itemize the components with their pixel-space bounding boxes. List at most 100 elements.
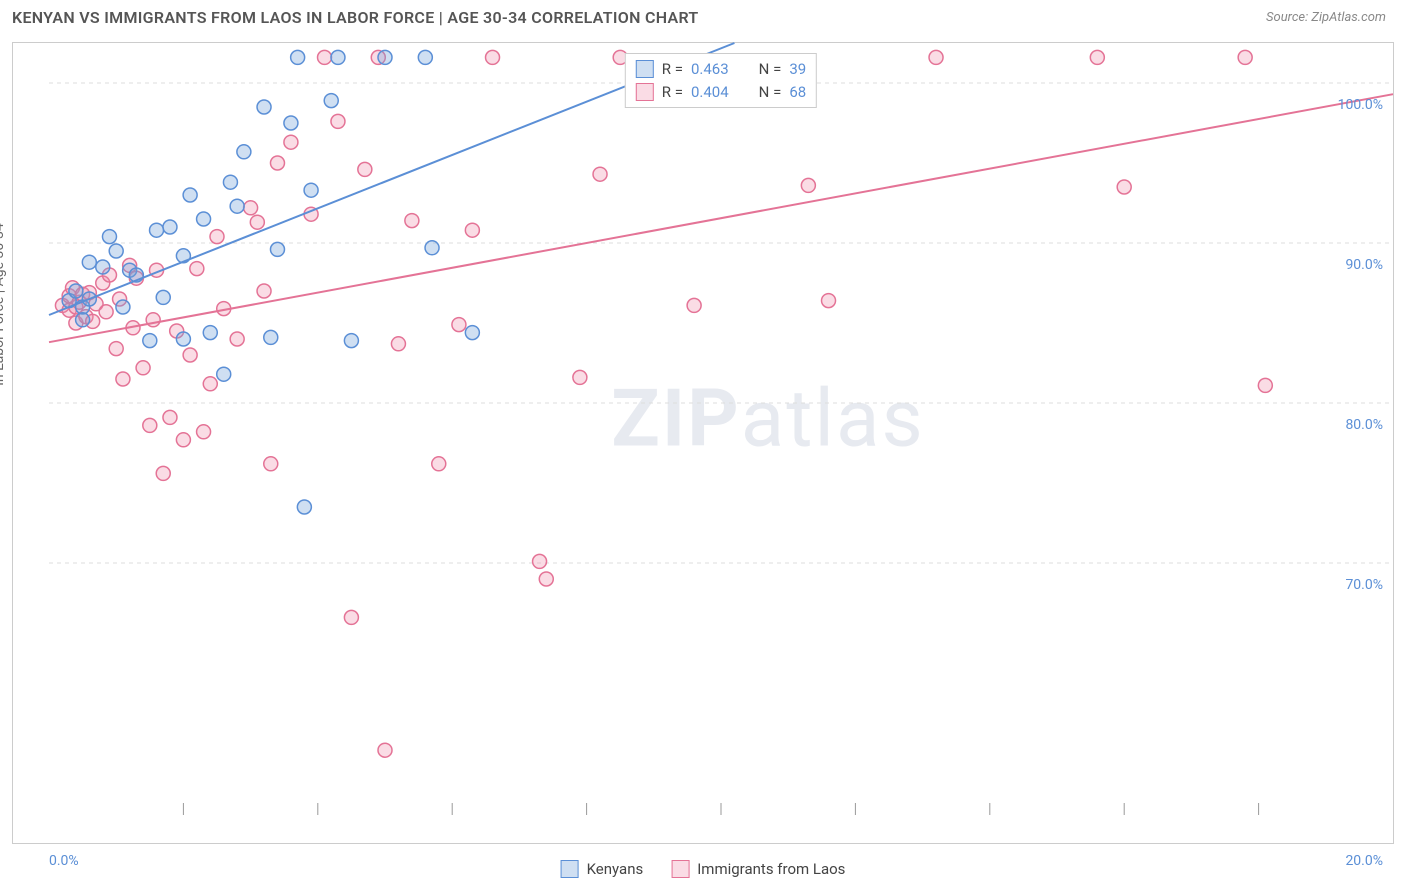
data-point <box>230 332 244 346</box>
data-point <box>1117 180 1131 194</box>
chart-title: KENYAN VS IMMIGRANTS FROM LAOS IN LABOR … <box>12 8 699 27</box>
data-point <box>264 457 278 471</box>
data-point <box>163 410 177 424</box>
y-tick-label: 90.0% <box>1345 257 1383 273</box>
data-point <box>687 298 701 312</box>
r-label: R = <box>662 58 683 81</box>
data-point <box>1258 378 1272 392</box>
n-value-laos: 68 <box>789 81 806 104</box>
data-point <box>284 135 298 149</box>
data-point <box>344 610 358 624</box>
data-point <box>76 313 90 327</box>
data-point <box>358 162 372 176</box>
data-point <box>223 175 237 189</box>
data-point <box>116 372 130 386</box>
chart-container: In Labor Force | Age 30-34 ZIPatlas R = … <box>12 42 1394 844</box>
n-label: N = <box>759 58 782 81</box>
data-point <box>69 284 83 298</box>
legend-row-laos: R = 0.404 N = 68 <box>636 81 806 104</box>
data-point <box>418 50 432 64</box>
data-point <box>344 334 358 348</box>
data-point <box>96 260 110 274</box>
data-point <box>539 572 553 586</box>
data-point <box>257 100 271 114</box>
data-point <box>230 199 244 213</box>
data-point <box>822 294 836 308</box>
n-value-kenyans: 39 <box>789 58 806 81</box>
swatch-laos-icon <box>671 860 689 878</box>
y-tick-label: 80.0% <box>1345 417 1383 433</box>
data-point <box>102 230 116 244</box>
data-point <box>250 215 264 229</box>
data-point <box>150 223 164 237</box>
trend-line <box>49 94 1393 342</box>
data-point <box>405 214 419 228</box>
swatch-laos-icon <box>636 83 654 101</box>
legend-item-laos: Immigrants from Laos <box>671 860 845 878</box>
y-axis-title: In Labor Force | Age 30-34 <box>0 223 7 386</box>
data-point <box>391 337 405 351</box>
data-point <box>183 188 197 202</box>
data-point <box>136 361 150 375</box>
data-point <box>143 418 157 432</box>
legend-row-kenyans: R = 0.463 N = 39 <box>636 58 806 81</box>
scatter-plot <box>49 43 1393 803</box>
legend-label-kenyans: Kenyans <box>587 860 644 878</box>
data-point <box>163 220 177 234</box>
data-point <box>284 116 298 130</box>
data-point <box>465 326 479 340</box>
data-point <box>190 262 204 276</box>
n-label: N = <box>759 81 782 104</box>
data-point <box>432 457 446 471</box>
data-point <box>210 230 224 244</box>
y-tick-label: 70.0% <box>1345 577 1383 593</box>
correlation-legend: R = 0.463 N = 39 R = 0.404 N = 68 <box>625 53 817 108</box>
data-point <box>197 212 211 226</box>
legend-label-laos: Immigrants from Laos <box>697 860 845 878</box>
data-point <box>109 342 123 356</box>
x-label-max: 20.0% <box>1345 853 1383 869</box>
data-point <box>465 223 479 237</box>
data-point <box>378 743 392 757</box>
data-point <box>156 466 170 480</box>
data-point <box>203 326 217 340</box>
data-point <box>183 348 197 362</box>
data-point <box>82 255 96 269</box>
x-label-min: 0.0% <box>49 853 79 869</box>
data-point <box>291 50 305 64</box>
source-label: Source: ZipAtlas.com <box>1266 10 1386 25</box>
data-point <box>244 201 258 215</box>
y-tick-label: 100.0% <box>1338 97 1383 113</box>
data-point <box>237 145 251 159</box>
data-point <box>203 377 217 391</box>
data-point <box>176 332 190 346</box>
series-legend: Kenyans Immigrants from Laos <box>561 860 846 878</box>
data-point <box>486 50 500 64</box>
data-point <box>176 433 190 447</box>
data-point <box>929 50 943 64</box>
data-point <box>1090 50 1104 64</box>
data-point <box>573 370 587 384</box>
data-point <box>801 178 815 192</box>
data-point <box>270 242 284 256</box>
r-label: R = <box>662 81 683 104</box>
data-point <box>143 334 157 348</box>
data-point <box>197 425 211 439</box>
r-value-laos: 0.404 <box>691 81 729 104</box>
data-point <box>318 50 332 64</box>
data-point <box>1238 50 1252 64</box>
data-point <box>304 183 318 197</box>
swatch-kenyans-icon <box>561 860 579 878</box>
data-point <box>257 284 271 298</box>
data-point <box>378 50 392 64</box>
data-point <box>331 50 345 64</box>
swatch-kenyans-icon <box>636 60 654 78</box>
data-point <box>331 114 345 128</box>
data-point <box>99 305 113 319</box>
data-point <box>533 554 547 568</box>
data-point <box>116 300 130 314</box>
data-point <box>324 94 338 108</box>
legend-item-kenyans: Kenyans <box>561 860 644 878</box>
data-point <box>452 318 466 332</box>
plot-area: ZIPatlas R = 0.463 N = 39 R = 0.404 N = … <box>49 43 1393 803</box>
